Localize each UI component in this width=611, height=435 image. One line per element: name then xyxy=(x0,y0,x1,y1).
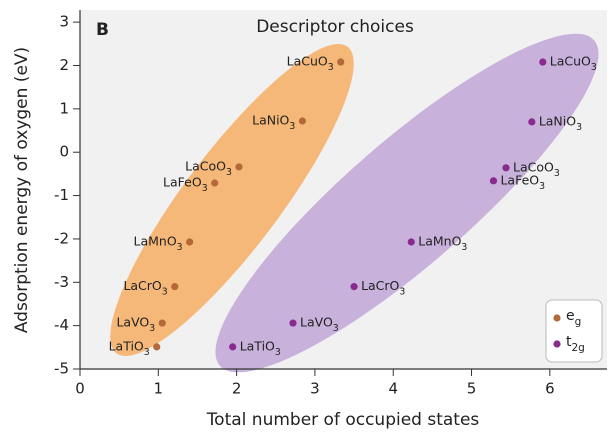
point xyxy=(528,118,536,126)
point-label: LaCuO3 xyxy=(287,54,334,74)
point xyxy=(337,58,345,66)
point-label: LaCrO3 xyxy=(123,278,167,298)
y-tick-label: 3 xyxy=(59,13,69,31)
point-label: LaMnO3 xyxy=(133,233,182,253)
point xyxy=(289,319,297,327)
point xyxy=(153,343,161,351)
x-tick-label: 3 xyxy=(310,380,320,398)
point-label: LaMnO3 xyxy=(418,233,467,253)
y-axis-label: Adsorption energy of oxygen (eV) xyxy=(12,47,32,333)
point xyxy=(211,179,219,187)
y-tick-label: -2 xyxy=(54,229,69,247)
point-label: LaVO3 xyxy=(300,315,339,335)
point-label: LaCuO3 xyxy=(550,54,597,74)
chart-title: Descriptor choices xyxy=(256,17,414,37)
point xyxy=(539,58,547,66)
point-label: LaTiO3 xyxy=(240,338,281,358)
y-tick-label: 0 xyxy=(59,143,69,161)
x-tick-label: 6 xyxy=(545,380,555,398)
x-tick-label: 4 xyxy=(388,380,398,398)
point xyxy=(229,343,237,351)
point xyxy=(489,177,498,185)
point-label: LaFeO3 xyxy=(500,172,545,192)
point-label: LaVO3 xyxy=(116,315,155,335)
point-label: LaFeO3 xyxy=(163,174,208,194)
y-tick-label: -5 xyxy=(54,360,69,378)
point-label: LaCrO3 xyxy=(361,278,405,298)
x-tick-label: 2 xyxy=(232,380,242,398)
x-tick-label: 1 xyxy=(154,380,164,398)
y-tick-label: -1 xyxy=(54,186,69,204)
point-label: LaTiO3 xyxy=(109,338,150,358)
y-tick-label: 2 xyxy=(59,56,69,74)
y-tick-label: -3 xyxy=(54,273,69,291)
point xyxy=(186,238,194,246)
panel-label: B xyxy=(96,20,109,40)
legend-marker xyxy=(553,340,561,348)
point xyxy=(235,163,243,171)
y-tick-label: 1 xyxy=(59,99,69,117)
point-label: LaNiO3 xyxy=(539,113,582,133)
x-axis-label: Total number of occupied states xyxy=(206,410,480,430)
point xyxy=(502,164,510,172)
point xyxy=(407,238,415,246)
point xyxy=(350,283,358,291)
legend xyxy=(545,299,603,363)
y-tick-label: -4 xyxy=(54,316,69,334)
point-label: LaNiO3 xyxy=(252,112,295,132)
point-label: LaCoO3 xyxy=(185,158,232,178)
x-tick-label: 5 xyxy=(467,380,477,398)
point-label: LaCoO3 xyxy=(513,159,560,179)
point xyxy=(298,117,306,125)
t2g-ellipse xyxy=(215,33,599,373)
point xyxy=(171,283,179,291)
eg-ellipse xyxy=(110,43,354,357)
x-tick-label: 0 xyxy=(75,380,85,398)
point xyxy=(158,319,166,327)
legend-marker xyxy=(553,314,561,322)
